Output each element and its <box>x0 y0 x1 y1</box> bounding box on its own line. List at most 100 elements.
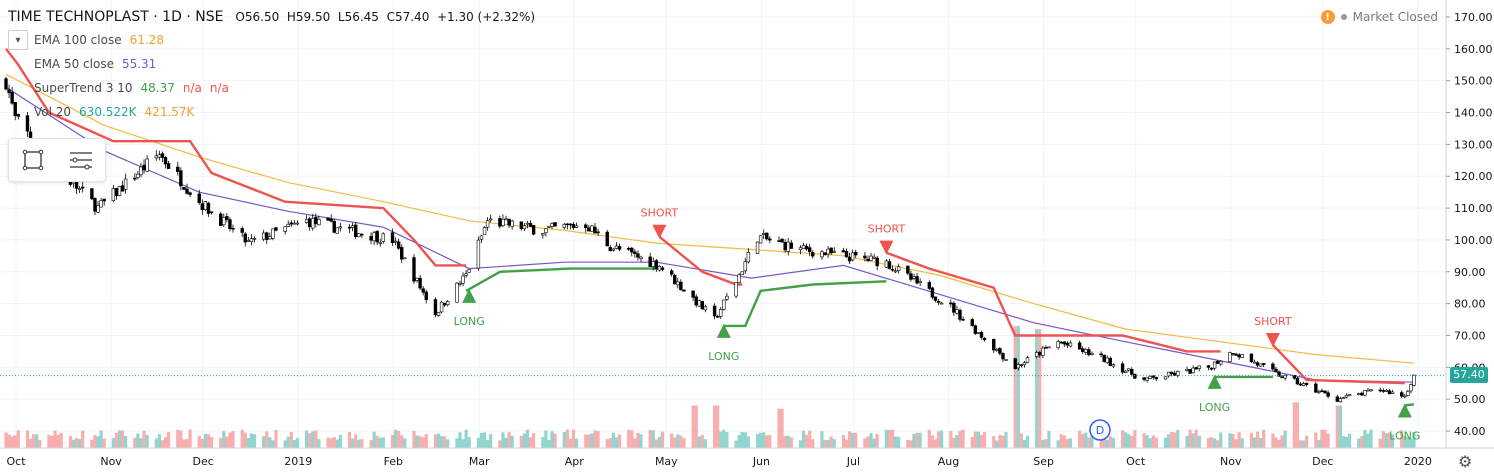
volume-bar <box>289 431 293 448</box>
candle-body <box>16 114 20 117</box>
volume-bar <box>722 429 726 448</box>
y-tick-label: 150.00 <box>1454 75 1493 88</box>
volume-bar <box>228 432 232 448</box>
legend-ema100[interactable]: ▾ EMA 100 close 61.28 <box>8 28 535 52</box>
y-tick-label: 90.00 <box>1454 266 1486 279</box>
volume-bar <box>762 432 766 448</box>
volume-bar <box>801 430 806 448</box>
object-tree-icon[interactable] <box>66 145 96 175</box>
volume-bar <box>550 431 554 448</box>
candle-body <box>1338 398 1343 403</box>
candle-body <box>1169 371 1174 375</box>
candle-body <box>90 188 94 200</box>
candle-body <box>1409 384 1413 392</box>
candle-body <box>553 222 557 227</box>
candle-body <box>740 271 744 276</box>
candle-body <box>887 261 892 269</box>
volume-bar <box>145 435 149 448</box>
candle-body <box>142 164 146 171</box>
candle-body <box>166 163 171 169</box>
candle-body <box>893 270 898 273</box>
volume-bar <box>157 434 161 448</box>
candle-body <box>329 218 333 222</box>
supertrend-segment <box>465 267 660 292</box>
market-status[interactable]: ! Market Closed <box>1320 10 1438 24</box>
volume-bar <box>1127 434 1131 448</box>
candle-body <box>7 89 11 94</box>
gear-icon[interactable]: ⚙ <box>1458 452 1473 471</box>
volume-bar <box>1130 435 1134 448</box>
candle-body <box>120 185 125 192</box>
volume-bar <box>510 435 514 448</box>
candle-body <box>976 332 981 334</box>
candle-body <box>1314 383 1318 393</box>
candle-body <box>627 247 631 250</box>
short-signal-marker <box>652 224 667 239</box>
candle-body <box>332 220 336 233</box>
volume-bar <box>547 440 551 448</box>
volume-bar <box>99 430 103 448</box>
candle-body <box>228 219 232 229</box>
volume-bar <box>1403 436 1407 448</box>
volume-bar <box>832 439 836 448</box>
select-rectangle-icon[interactable] <box>18 145 48 175</box>
price-axis: 170.00 160.00 150.00 140.00 130.00 120.00 110.… <box>0 0 1494 449</box>
candle-body <box>467 269 471 273</box>
candle-body <box>1237 354 1241 358</box>
candle-body <box>1344 394 1349 398</box>
candle-body <box>1403 395 1407 398</box>
candle-body <box>77 188 82 190</box>
candle-body <box>1127 368 1131 371</box>
chevron-down-icon[interactable]: ▾ <box>8 30 28 50</box>
legend-volume[interactable]: Vol 20 630.522K 421.57K <box>8 100 535 124</box>
volume-bar <box>1412 431 1416 448</box>
candle-body <box>676 281 680 286</box>
volume-bar <box>982 432 987 448</box>
candle-body <box>160 153 165 158</box>
alert-icon[interactable]: ! <box>1320 10 1335 24</box>
volume-bar <box>1249 432 1254 448</box>
volume-bar <box>1234 439 1238 448</box>
candle-body <box>854 251 858 256</box>
x-tick-label: Jul <box>846 455 860 468</box>
candle-body <box>1357 393 1361 395</box>
volume-bar <box>222 431 226 448</box>
volume-bar <box>418 436 422 448</box>
candle-body <box>163 157 168 165</box>
long-signal-marker <box>1207 374 1222 389</box>
candle-body <box>13 102 17 117</box>
volume-bar <box>713 405 717 448</box>
volume-bar <box>1173 432 1177 448</box>
volume-bar <box>844 439 849 448</box>
candle-body <box>1384 390 1389 392</box>
volume-bar <box>1369 429 1373 448</box>
candle-body <box>872 256 876 259</box>
volume-bar <box>1209 437 1214 448</box>
candle-body <box>930 287 935 298</box>
volume-bar <box>501 432 505 448</box>
volume-bar <box>1084 432 1088 448</box>
volume-bar <box>970 437 974 448</box>
candle-body <box>654 260 659 270</box>
volume-bar <box>163 437 168 448</box>
dividend-marker-icon <box>1089 419 1111 441</box>
volume-bar <box>188 429 192 448</box>
volume-bar <box>648 429 652 448</box>
volume-bar <box>740 431 744 448</box>
volume-bar <box>1163 437 1168 448</box>
candle-body <box>446 301 450 306</box>
legend-supertrend[interactable]: SuperTrend 3 10 48.37 n/a n/a <box>8 76 535 100</box>
candle-body <box>587 227 591 232</box>
candle-body <box>936 300 941 303</box>
candle-body <box>1347 394 1352 396</box>
candle-body <box>1304 382 1309 385</box>
candle-body <box>1077 342 1082 350</box>
volume-bar <box>1022 439 1027 448</box>
legend-ema50[interactable]: EMA 50 close 55.31 <box>8 52 535 76</box>
symbol-title[interactable]: TIME TECHNOPLAST · 1D · NSE <box>8 9 224 25</box>
candle-body <box>737 274 741 283</box>
candle-body <box>243 233 247 243</box>
long-signal-label: LONG <box>454 315 485 328</box>
volume-bar <box>906 440 910 448</box>
volume-bar <box>231 431 235 448</box>
